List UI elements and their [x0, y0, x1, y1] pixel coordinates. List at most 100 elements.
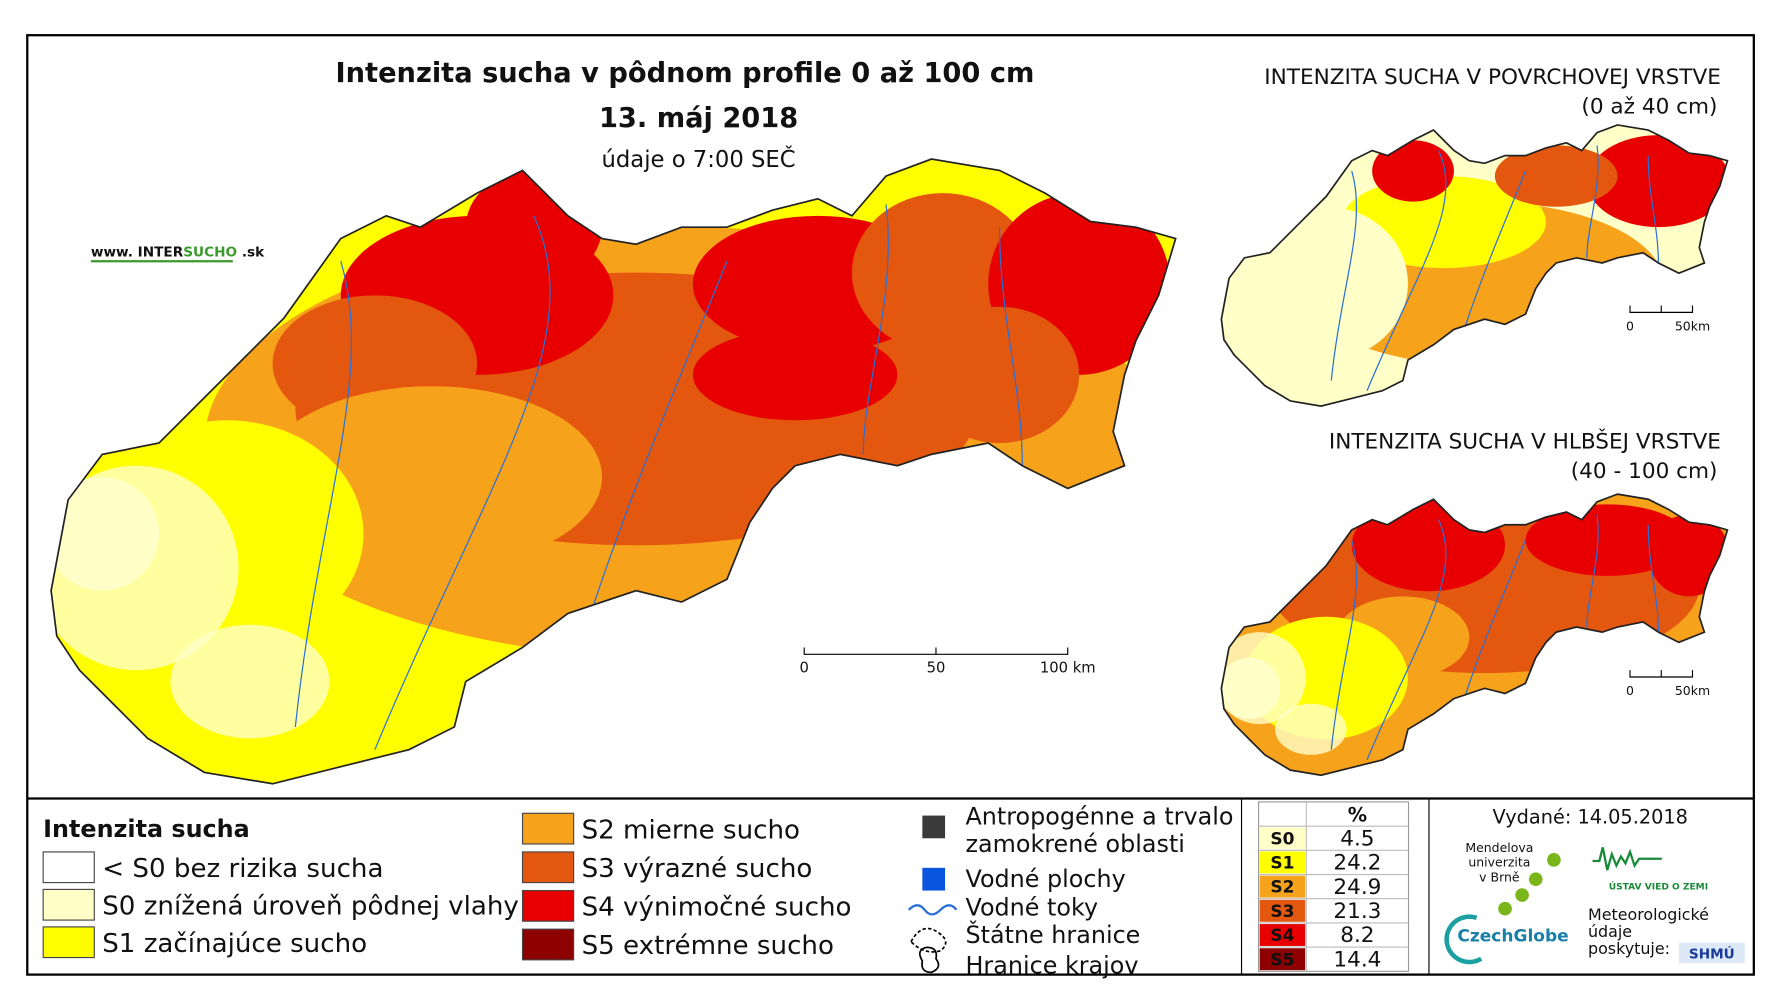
- river: [862, 204, 889, 455]
- drought-area: [1525, 504, 1690, 576]
- scale-bar: [1629, 305, 1694, 313]
- logo-dot: [1547, 853, 1561, 867]
- drought-area: [1221, 262, 1306, 355]
- issued: Vydané: 14.05.2018: [1493, 806, 1688, 829]
- credit-text: univerzita: [1468, 855, 1530, 870]
- class-label: S2: [1270, 878, 1294, 898]
- legend-label: S5 extrémne sucho: [582, 931, 834, 961]
- legend-label: S1 začínajúce sucho: [102, 929, 367, 959]
- river: [998, 227, 1023, 466]
- title: Intenzita sucha v pôdnom profile 0 až 10…: [336, 58, 1035, 89]
- legend-swatch: [42, 926, 95, 959]
- logo-dot: [1498, 901, 1512, 916]
- date: 13. máj 2018: [599, 103, 798, 134]
- river: [1647, 155, 1660, 263]
- website-part: SUCHO: [183, 245, 237, 261]
- layer-symbol: [907, 904, 958, 916]
- layer-symbol: [909, 927, 947, 953]
- drought-area: [1586, 135, 1728, 228]
- drought-area: [920, 306, 1080, 444]
- drought-map: [1220, 493, 1729, 777]
- credit-text: CzechGlobe: [1457, 927, 1568, 947]
- website-part: .sk: [237, 245, 265, 261]
- scale-bar: [803, 647, 1069, 655]
- layer-symbol: [918, 946, 940, 974]
- percent-value: 8.2: [1340, 923, 1374, 948]
- credit-text: ÚSTAV VIED O ZEMI: [1609, 880, 1708, 892]
- class-cell: [1259, 827, 1306, 850]
- river: [590, 261, 728, 614]
- drought-area: [465, 170, 603, 284]
- river: [1586, 145, 1599, 258]
- scale-bar: [1629, 670, 1694, 678]
- logo-arc: [1444, 914, 1483, 965]
- river: [294, 261, 353, 728]
- class-cell: [1259, 899, 1306, 922]
- legend-label: S0 znížená úroveň pôdnej vlahy: [102, 891, 519, 921]
- stats-header: %: [1348, 803, 1367, 826]
- scale-label: 100 km: [1040, 659, 1096, 676]
- river: [374, 215, 551, 750]
- legend-label: S2 mierne sucho: [582, 815, 800, 845]
- class-cell: [1259, 851, 1306, 874]
- legend-swatch: [521, 851, 575, 884]
- legend-label: S3 výrazné sucho: [582, 854, 813, 884]
- legend-swatch: [521, 812, 575, 845]
- river: [1463, 539, 1527, 699]
- class-label: S0: [1270, 829, 1294, 849]
- class-label: S3: [1270, 902, 1294, 922]
- scale-label: 0: [800, 659, 809, 676]
- percent-value: 21.3: [1333, 899, 1381, 924]
- layer-symbol: [922, 867, 946, 891]
- frame: [26, 34, 1755, 976]
- drought-area: [1372, 140, 1454, 202]
- website-part: www. INTER: [91, 245, 184, 261]
- shmu-logo: [1678, 942, 1745, 964]
- map-fill: [1221, 124, 1728, 407]
- legend-label: < S0 bez rizika sucha: [102, 854, 383, 884]
- percent-value: 14.4: [1333, 947, 1381, 972]
- scale-label: 50km: [1675, 683, 1710, 698]
- legend-swatch: [42, 851, 95, 884]
- credit-text: Mendelova: [1465, 840, 1533, 855]
- river: [1366, 150, 1447, 391]
- drought-area: [1275, 334, 1347, 386]
- class-cell: [1259, 875, 1306, 898]
- layer-label: Vodné toky: [966, 894, 1099, 922]
- layer-label: Antropogénne a trvalo: [966, 803, 1234, 831]
- drought-area: [692, 329, 898, 421]
- river: [1647, 524, 1660, 633]
- credit-text: v Brně: [1479, 869, 1520, 884]
- subtitle: údaje o 7:00 SEČ: [602, 145, 796, 173]
- drought-area: [51, 465, 239, 671]
- credit-text: údaje: [1588, 922, 1632, 941]
- layer-label: zamokrené oblasti: [966, 830, 1185, 858]
- river: [1463, 170, 1527, 330]
- stats-table: [1258, 801, 1410, 972]
- legend-label: S4 výnimočné sucho: [582, 893, 852, 923]
- website: www. INTERSUCHO .sk: [91, 245, 265, 261]
- drought-area: [170, 624, 330, 739]
- class-label: S4: [1270, 926, 1294, 946]
- logo-dot: [1515, 888, 1529, 902]
- legend-title: Intenzita sucha: [43, 815, 250, 843]
- legend-swatch: [521, 889, 575, 922]
- river: [1366, 519, 1447, 761]
- percent-value: 4.5: [1340, 826, 1374, 851]
- class-cell: [1259, 924, 1306, 946]
- scale-label: 50km: [1675, 319, 1710, 334]
- scale-label: 50: [927, 659, 946, 676]
- drought-area: [1494, 145, 1618, 207]
- inset-title: INTENZITA SUCHA V HLBŠEJ VRSTVE: [1329, 429, 1721, 455]
- credit-text: Meteorologické: [1588, 905, 1709, 924]
- legend-swatch: [42, 888, 95, 921]
- inset-depth: (40 - 100 cm): [1571, 459, 1718, 484]
- layer-label: Vodné plochy: [966, 865, 1126, 893]
- drought-map: [1220, 124, 1729, 407]
- map-fill: [1221, 494, 1728, 776]
- class-label: S5: [1270, 950, 1294, 970]
- percent-value: 24.2: [1333, 851, 1381, 876]
- drought-area: [1351, 499, 1506, 592]
